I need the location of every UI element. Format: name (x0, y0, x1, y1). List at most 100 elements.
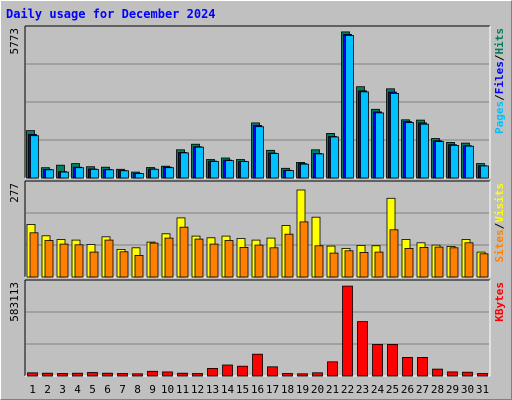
bar-sites-18 (284, 233, 294, 278)
bar-pages-21 (330, 136, 339, 179)
bar-pages-28 (435, 141, 444, 179)
bar-pages-17 (270, 153, 279, 179)
bar-sites-17 (269, 247, 279, 278)
bar-pages-12 (195, 146, 204, 179)
bar-kbytes-23 (357, 321, 368, 377)
bar-pages-23 (360, 91, 369, 179)
bar-kbytes-3 (57, 373, 68, 377)
y-max-label: 5773 (8, 28, 21, 55)
x-tick-label: 26 (401, 383, 414, 396)
bar-kbytes-20 (312, 372, 323, 377)
bar-pages-9 (150, 168, 159, 179)
bar-kbytes-30 (462, 371, 473, 377)
bar-kbytes-19 (297, 373, 308, 377)
bar-sites-20 (314, 245, 324, 278)
x-tick-label: 15 (236, 383, 249, 396)
bar-pages-25 (390, 93, 399, 179)
x-tick-label: 14 (221, 383, 235, 396)
bar-sites-4 (74, 244, 84, 278)
bar-kbytes-17 (267, 366, 278, 377)
bar-sites-25 (389, 229, 399, 278)
y-max-label: 277 (8, 183, 21, 203)
bar-sites-9 (149, 242, 159, 278)
x-tick-label: 1 (29, 383, 36, 396)
bar-sites-14 (224, 240, 234, 278)
legend-item: KBytes (493, 282, 506, 322)
x-tick-label: 18 (281, 383, 294, 396)
bar-sites-7 (119, 251, 129, 278)
bar-pages-2 (45, 169, 54, 179)
bar-sites-8 (134, 254, 144, 278)
bar-kbytes-14 (222, 364, 233, 377)
bar-pages-18 (285, 170, 294, 179)
bar-kbytes-13 (207, 367, 218, 377)
bar-kbytes-4 (72, 372, 83, 377)
bar-pages-3 (60, 171, 69, 179)
bar-sites-16 (254, 244, 264, 278)
legend-item: Files (493, 61, 506, 94)
bar-pages-22 (345, 35, 354, 179)
bar-sites-15 (239, 246, 249, 278)
y-max-label: 583113 (8, 282, 21, 322)
bar-kbytes-6 (102, 372, 113, 377)
x-tick-label: 20 (311, 383, 324, 396)
bar-kbytes-18 (282, 373, 293, 377)
legend-item: / (493, 222, 506, 229)
bar-pages-6 (105, 169, 114, 179)
x-tick-label: 6 (104, 383, 111, 396)
x-tick-label: 28 (431, 383, 444, 396)
x-tick-label: 17 (266, 383, 279, 396)
legend-item: Sites (493, 229, 506, 262)
bar-kbytes-5 (87, 372, 98, 377)
bar-sites-1 (29, 232, 39, 278)
bar-sites-13 (209, 243, 219, 278)
x-tick-label: 25 (386, 383, 399, 396)
bar-sites-31 (479, 253, 489, 278)
bar-kbytes-1 (27, 372, 38, 377)
x-tick-label: 27 (416, 383, 429, 396)
x-tick-label: 3 (59, 383, 66, 396)
x-tick-label: 11 (176, 383, 189, 396)
bar-sites-23 (359, 251, 369, 278)
bar-sites-26 (404, 247, 414, 278)
bar-sites-29 (449, 247, 459, 278)
bar-kbytes-7 (117, 373, 128, 377)
bar-pages-8 (135, 173, 144, 179)
x-tick-label: 30 (461, 383, 474, 396)
x-tick-label: 13 (206, 383, 219, 396)
chart-title: Daily usage for December 2024 (6, 7, 216, 21)
bar-kbytes-12 (192, 373, 203, 377)
bar-pages-30 (465, 145, 474, 179)
bar-sites-10 (164, 237, 174, 278)
bar-pages-5 (90, 169, 99, 179)
bar-sites-11 (179, 226, 189, 278)
bar-pages-19 (300, 163, 309, 179)
bar-kbytes-24 (372, 343, 383, 377)
bar-kbytes-21 (327, 361, 338, 377)
bar-pages-15 (240, 161, 249, 179)
bar-pages-14 (225, 160, 234, 179)
bar-pages-29 (450, 144, 459, 179)
legend-bottom: KBytes (493, 282, 506, 322)
bar-pages-13 (210, 161, 219, 179)
x-tick-label: 7 (119, 383, 126, 396)
bar-pages-7 (120, 170, 129, 179)
legend-item: Pages (493, 101, 506, 134)
x-tick-label: 31 (476, 383, 489, 396)
bar-kbytes-31 (477, 373, 488, 377)
bar-kbytes-28 (432, 368, 443, 377)
bar-kbytes-26 (402, 356, 413, 377)
legend-item: / (493, 54, 506, 61)
bar-pages-4 (75, 167, 84, 179)
bar-pages-16 (255, 126, 264, 179)
bar-kbytes-10 (162, 371, 173, 377)
bar-sites-5 (89, 251, 99, 278)
x-tick-label: 22 (341, 383, 354, 396)
bar-kbytes-11 (177, 372, 188, 377)
bar-kbytes-15 (237, 365, 248, 377)
legend-middle: Sites/Visits (493, 183, 506, 263)
x-tick-label: 19 (296, 383, 309, 396)
x-tick-label: 4 (74, 383, 81, 396)
bar-kbytes-25 (387, 343, 398, 377)
